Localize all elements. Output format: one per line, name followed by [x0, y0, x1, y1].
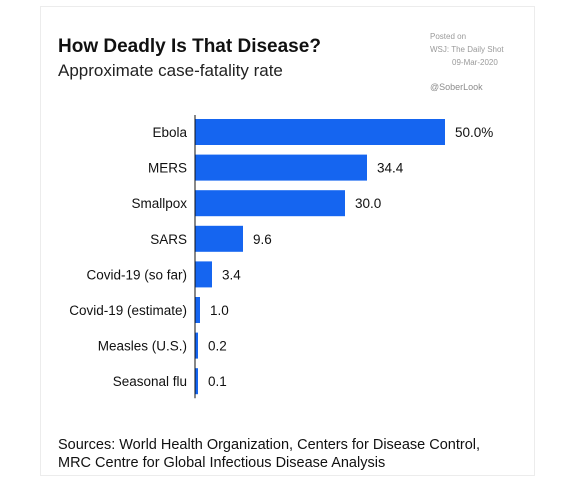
posted-date: 09-Mar-2020: [452, 58, 498, 67]
bar: [195, 332, 198, 359]
social-handle: @SoberLook: [430, 82, 483, 92]
value-label: 0.2: [208, 339, 227, 354]
chart-subtitle: Approximate case-fatality rate: [58, 61, 283, 80]
value-label: 30.0: [355, 196, 381, 211]
posted-on-label: Posted on: [430, 32, 467, 41]
bar: [195, 368, 198, 395]
sources-line-2: MRC Centre for Global Infectious Disease…: [58, 455, 386, 471]
category-label: Covid-19 (estimate): [69, 303, 187, 318]
posted-source: WSJ: The Daily Shot: [430, 45, 504, 54]
bar: [195, 297, 200, 323]
bar: [195, 225, 243, 252]
value-label: 9.6: [253, 232, 272, 247]
bar: [195, 190, 345, 217]
value-label: 34.4: [377, 161, 404, 176]
sources-line-1: Sources: World Health Organization, Cent…: [58, 437, 481, 453]
value-label: 50.0%: [455, 125, 493, 140]
category-label: SARS: [150, 232, 187, 247]
category-label: Ebola: [152, 125, 187, 140]
chart-card: [40, 6, 535, 476]
value-label: 3.4: [222, 267, 241, 282]
category-label: Seasonal flu: [113, 374, 187, 389]
category-label: Covid-19 (so far): [86, 267, 187, 282]
bar: [195, 119, 445, 145]
value-label: 1.0: [210, 303, 229, 318]
chart-title: How Deadly Is That Disease?: [58, 36, 321, 57]
bar: [195, 261, 212, 288]
category-label: MERS: [148, 161, 187, 176]
sources-note: Sources: World Health Organization, Cent…: [58, 436, 480, 472]
value-label: 0.1: [208, 374, 227, 389]
bar: [195, 154, 367, 181]
category-label: Smallpox: [131, 196, 187, 211]
category-label: Measles (U.S.): [98, 339, 187, 354]
